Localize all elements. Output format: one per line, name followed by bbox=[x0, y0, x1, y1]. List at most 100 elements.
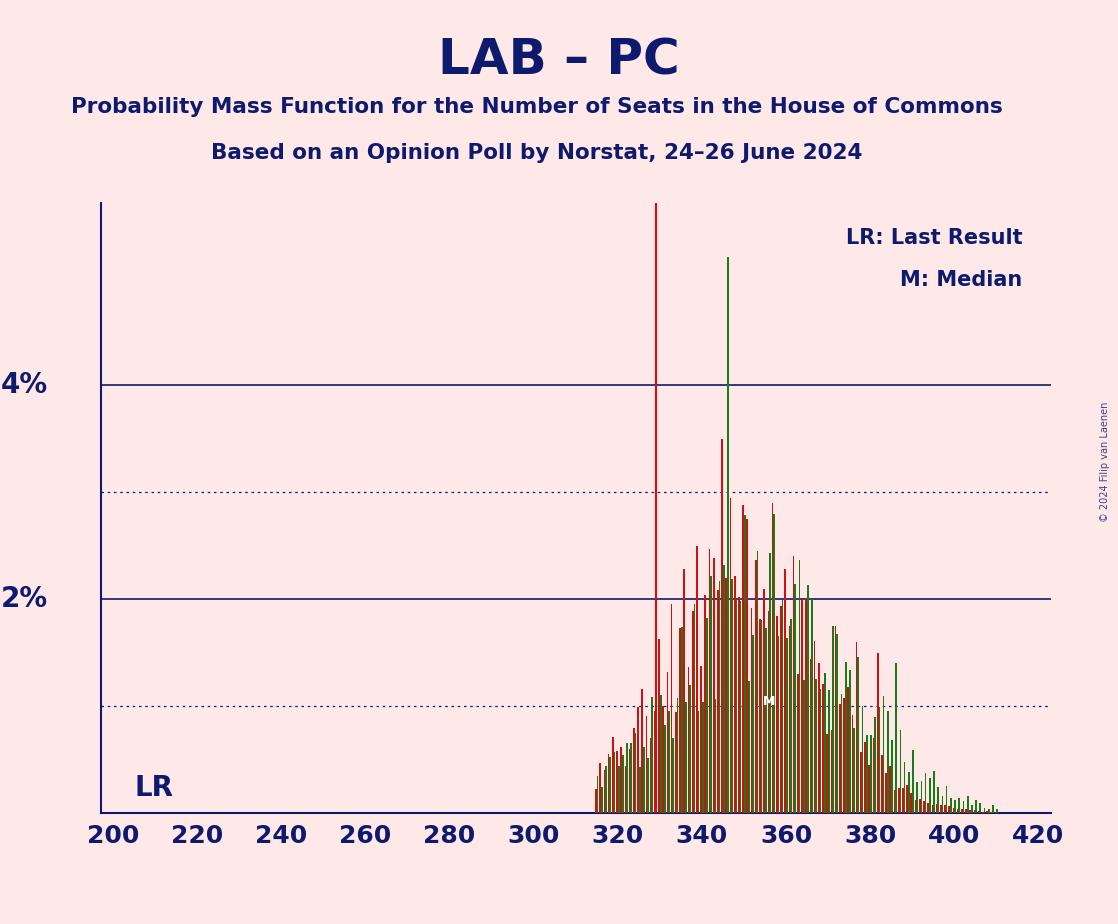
Bar bbox=[975, 800, 977, 813]
Bar bbox=[647, 759, 648, 813]
Bar bbox=[635, 734, 636, 813]
Bar bbox=[925, 773, 927, 813]
Bar bbox=[721, 439, 723, 813]
Bar bbox=[769, 553, 771, 813]
Bar bbox=[676, 698, 679, 813]
Bar bbox=[988, 808, 989, 813]
Bar bbox=[750, 608, 752, 813]
Bar bbox=[595, 789, 597, 813]
Bar bbox=[733, 577, 736, 813]
Bar bbox=[793, 555, 795, 813]
Bar bbox=[618, 766, 619, 813]
Bar bbox=[958, 798, 960, 813]
Bar bbox=[877, 652, 879, 813]
Bar bbox=[652, 697, 653, 813]
Bar bbox=[917, 782, 918, 813]
Bar bbox=[879, 707, 880, 813]
Bar bbox=[726, 578, 727, 813]
Bar bbox=[883, 696, 884, 813]
Bar bbox=[858, 657, 859, 813]
Bar bbox=[774, 514, 775, 813]
Bar bbox=[688, 666, 690, 813]
Bar bbox=[978, 810, 979, 813]
Bar bbox=[936, 805, 937, 813]
Bar bbox=[855, 642, 858, 813]
Bar bbox=[929, 778, 930, 813]
Bar bbox=[709, 550, 710, 813]
Bar bbox=[923, 801, 925, 813]
Bar bbox=[765, 628, 767, 813]
Bar bbox=[704, 595, 707, 813]
Bar bbox=[738, 597, 740, 813]
Bar bbox=[622, 756, 624, 813]
Text: 2%: 2% bbox=[1, 585, 48, 614]
Bar bbox=[832, 626, 834, 813]
Bar bbox=[692, 612, 693, 813]
Bar bbox=[910, 793, 912, 813]
Bar bbox=[675, 711, 676, 813]
Bar bbox=[841, 695, 842, 813]
Bar bbox=[612, 737, 614, 813]
Bar bbox=[974, 810, 975, 813]
Bar bbox=[655, 726, 657, 813]
Text: © 2024 Filip van Laenen: © 2024 Filip van Laenen bbox=[1100, 402, 1109, 522]
Bar bbox=[664, 724, 665, 813]
Bar bbox=[824, 673, 825, 813]
Bar bbox=[614, 752, 615, 813]
Bar bbox=[812, 599, 813, 813]
Text: M: M bbox=[762, 695, 776, 709]
Bar bbox=[778, 636, 779, 813]
Bar bbox=[908, 772, 910, 813]
Bar bbox=[965, 808, 967, 813]
Bar bbox=[898, 788, 900, 813]
Bar bbox=[831, 730, 832, 813]
Bar bbox=[681, 627, 683, 813]
Bar bbox=[702, 702, 703, 813]
Bar bbox=[991, 812, 992, 813]
Bar bbox=[836, 634, 838, 813]
Text: 4%: 4% bbox=[1, 371, 48, 399]
Bar bbox=[597, 776, 598, 813]
Bar bbox=[776, 616, 778, 813]
Bar bbox=[631, 744, 632, 813]
Bar bbox=[713, 558, 714, 813]
Bar bbox=[698, 711, 700, 813]
Bar bbox=[599, 763, 601, 813]
Bar bbox=[797, 674, 798, 813]
Bar bbox=[755, 560, 757, 813]
Bar bbox=[608, 754, 609, 813]
Bar bbox=[768, 611, 769, 813]
Bar bbox=[972, 805, 973, 813]
Bar bbox=[690, 685, 691, 813]
Bar bbox=[662, 706, 664, 813]
Bar bbox=[870, 736, 872, 813]
Bar bbox=[887, 711, 889, 813]
Bar bbox=[915, 800, 917, 813]
Bar bbox=[896, 663, 897, 813]
Bar bbox=[979, 803, 982, 813]
Bar bbox=[902, 788, 903, 813]
Bar bbox=[941, 796, 944, 813]
Bar bbox=[852, 715, 853, 813]
Bar bbox=[645, 716, 647, 813]
Bar bbox=[666, 672, 669, 813]
Text: LR: LR bbox=[134, 774, 173, 802]
Bar bbox=[616, 751, 618, 813]
Bar bbox=[873, 737, 874, 813]
Bar bbox=[953, 808, 954, 813]
Bar bbox=[685, 702, 686, 813]
Bar bbox=[719, 581, 720, 813]
Bar bbox=[723, 565, 724, 813]
Bar bbox=[885, 773, 887, 813]
Bar bbox=[948, 806, 950, 813]
Bar bbox=[803, 680, 805, 813]
Bar bbox=[642, 689, 643, 813]
Bar bbox=[714, 699, 717, 813]
Bar bbox=[683, 569, 685, 813]
Bar bbox=[786, 638, 788, 813]
Bar bbox=[798, 560, 800, 813]
Bar bbox=[659, 639, 660, 813]
Bar bbox=[693, 603, 695, 813]
Bar bbox=[950, 797, 951, 813]
Bar bbox=[890, 767, 891, 813]
